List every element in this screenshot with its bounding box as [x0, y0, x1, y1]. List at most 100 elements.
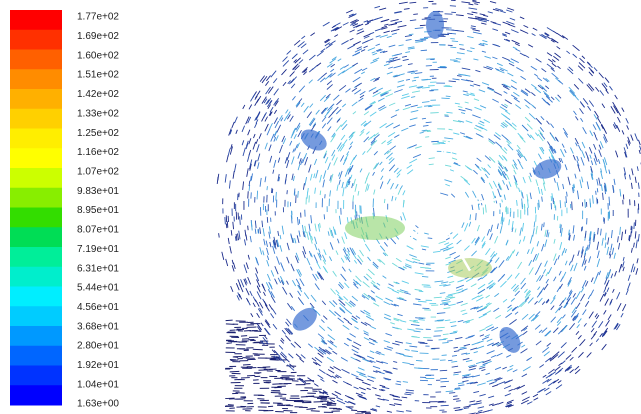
vector	[469, 222, 471, 227]
vector	[421, 50, 427, 51]
vector	[573, 45, 580, 51]
vector	[343, 23, 349, 26]
vector	[226, 259, 228, 266]
vector	[389, 404, 395, 405]
vector	[590, 343, 593, 346]
vector	[393, 368, 398, 369]
vector	[288, 354, 293, 358]
vector	[285, 336, 290, 342]
vector	[380, 385, 386, 387]
vector	[552, 73, 559, 79]
colorbar-label: 9.83e+01	[77, 186, 119, 197]
vector	[597, 242, 599, 250]
vector	[410, 20, 416, 21]
vector	[467, 14, 473, 15]
vector	[293, 64, 299, 69]
vector	[269, 226, 270, 233]
vector	[451, 361, 457, 362]
vector	[473, 170, 477, 174]
vector	[267, 248, 269, 255]
vector	[333, 95, 339, 100]
vector	[441, 300, 450, 301]
vector	[487, 339, 492, 341]
colorbar-label: 3.68e+01	[77, 321, 119, 332]
vector	[571, 297, 576, 304]
vector	[331, 288, 336, 294]
vector	[480, 121, 485, 123]
vector	[359, 387, 366, 389]
vector	[339, 282, 344, 287]
vector	[286, 109, 289, 113]
color-swatch	[10, 109, 62, 129]
vector	[507, 185, 509, 190]
vector	[356, 281, 361, 286]
vector	[520, 30, 528, 34]
vector	[327, 84, 333, 89]
vector	[504, 91, 508, 93]
vector	[365, 105, 372, 110]
vector	[455, 388, 460, 389]
vector	[490, 233, 493, 239]
vector	[266, 241, 267, 247]
vector	[340, 171, 343, 179]
vector	[398, 74, 405, 76]
vector	[265, 81, 268, 85]
vector	[512, 306, 518, 311]
vector	[488, 165, 491, 168]
vector	[596, 315, 599, 319]
vector	[352, 52, 359, 56]
vector	[258, 154, 260, 162]
vector	[591, 328, 594, 332]
vector	[382, 141, 386, 144]
high-speed-zone	[448, 258, 492, 278]
vector	[393, 125, 400, 128]
vector	[292, 96, 295, 100]
vector	[588, 106, 591, 111]
vector	[318, 224, 319, 231]
blade-wake	[426, 11, 444, 39]
vector	[500, 281, 506, 287]
vector	[424, 233, 429, 234]
vector	[528, 298, 533, 304]
vector	[378, 98, 384, 101]
vector	[354, 354, 362, 358]
vector	[275, 279, 278, 285]
vector	[582, 142, 585, 148]
blade-wake	[495, 323, 525, 356]
vector	[584, 323, 586, 326]
vector	[409, 2, 416, 3]
vector	[522, 314, 528, 319]
vector	[589, 256, 591, 262]
vector	[521, 349, 528, 353]
vector	[580, 180, 582, 189]
vector	[408, 47, 415, 48]
vector	[342, 182, 343, 188]
vector	[399, 45, 404, 46]
vector	[578, 78, 583, 83]
vector	[287, 50, 291, 54]
vector	[460, 49, 465, 50]
vector	[534, 398, 539, 400]
vector	[583, 127, 587, 134]
vector	[453, 133, 459, 134]
vector	[281, 69, 286, 75]
vector	[253, 134, 255, 138]
vector	[531, 66, 537, 70]
vector	[482, 83, 489, 86]
vector	[480, 14, 486, 15]
vector	[388, 132, 395, 136]
vector	[462, 289, 468, 291]
vector	[445, 257, 450, 259]
vector	[628, 275, 630, 281]
vector	[510, 18, 515, 20]
vector	[599, 178, 601, 186]
vector	[491, 225, 493, 232]
vector	[569, 262, 570, 266]
vector	[347, 217, 348, 223]
vector	[373, 366, 380, 368]
vector	[253, 297, 256, 302]
vector	[364, 111, 369, 114]
vector	[265, 143, 267, 150]
vector	[580, 294, 584, 301]
vector	[457, 53, 465, 54]
